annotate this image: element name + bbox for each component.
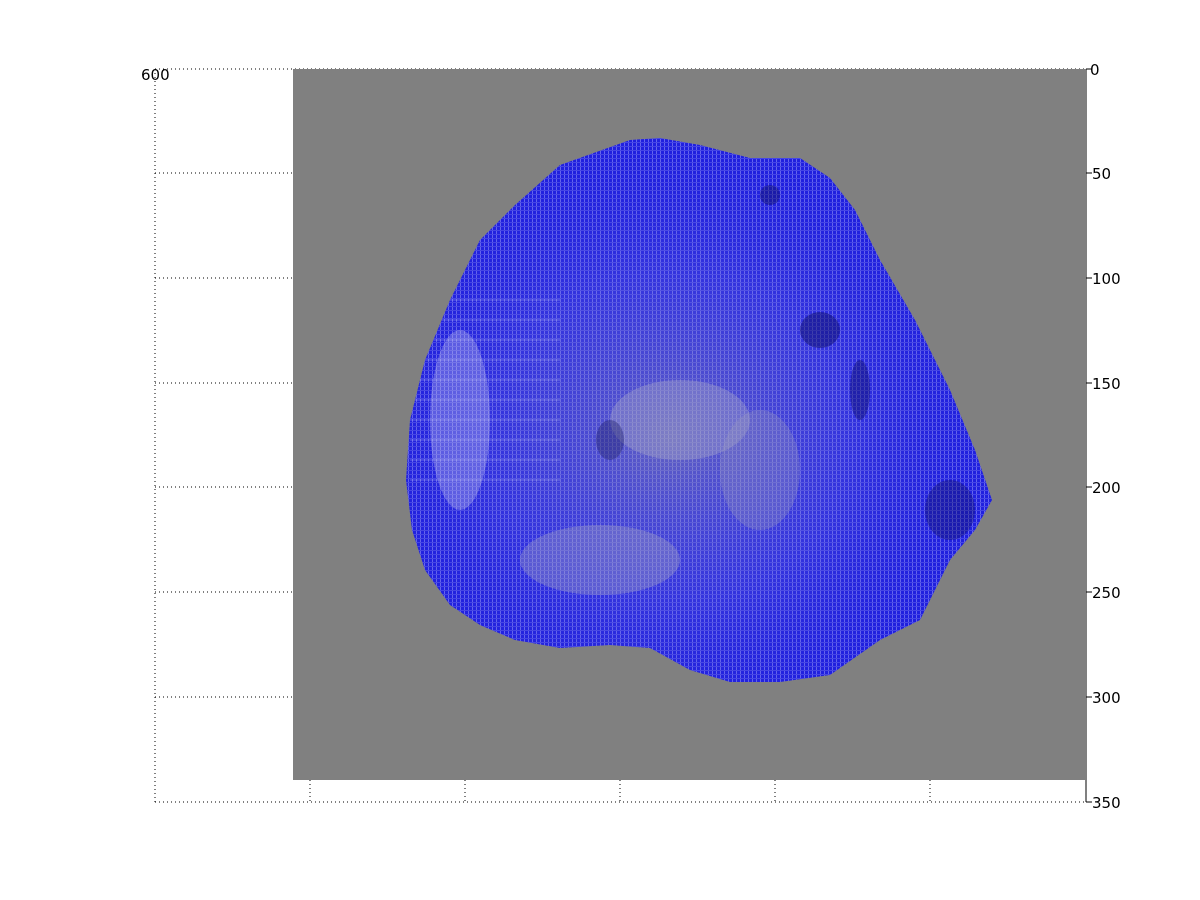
y-tick-label: 50	[1092, 165, 1111, 183]
horizontal-gridlines	[155, 172, 292, 698]
surface-mesh	[406, 138, 992, 682]
right-axis-ticks	[1086, 68, 1092, 803]
y-tick-label: 250	[1092, 584, 1121, 602]
y-axis-tick-labels: 0 50 100 150 200 250 300 350	[1090, 61, 1121, 812]
y-tick-label: 200	[1092, 479, 1121, 497]
y-tick-label: 100	[1092, 270, 1121, 288]
y-tick-label: 150	[1092, 375, 1121, 393]
y-tick-label: 0	[1090, 61, 1100, 79]
y-tick-label: 300	[1092, 689, 1121, 707]
y-tick-label: 350	[1092, 794, 1121, 812]
x-axis-left-label: 600	[141, 66, 170, 84]
vertical-gridlines	[309, 780, 931, 802]
